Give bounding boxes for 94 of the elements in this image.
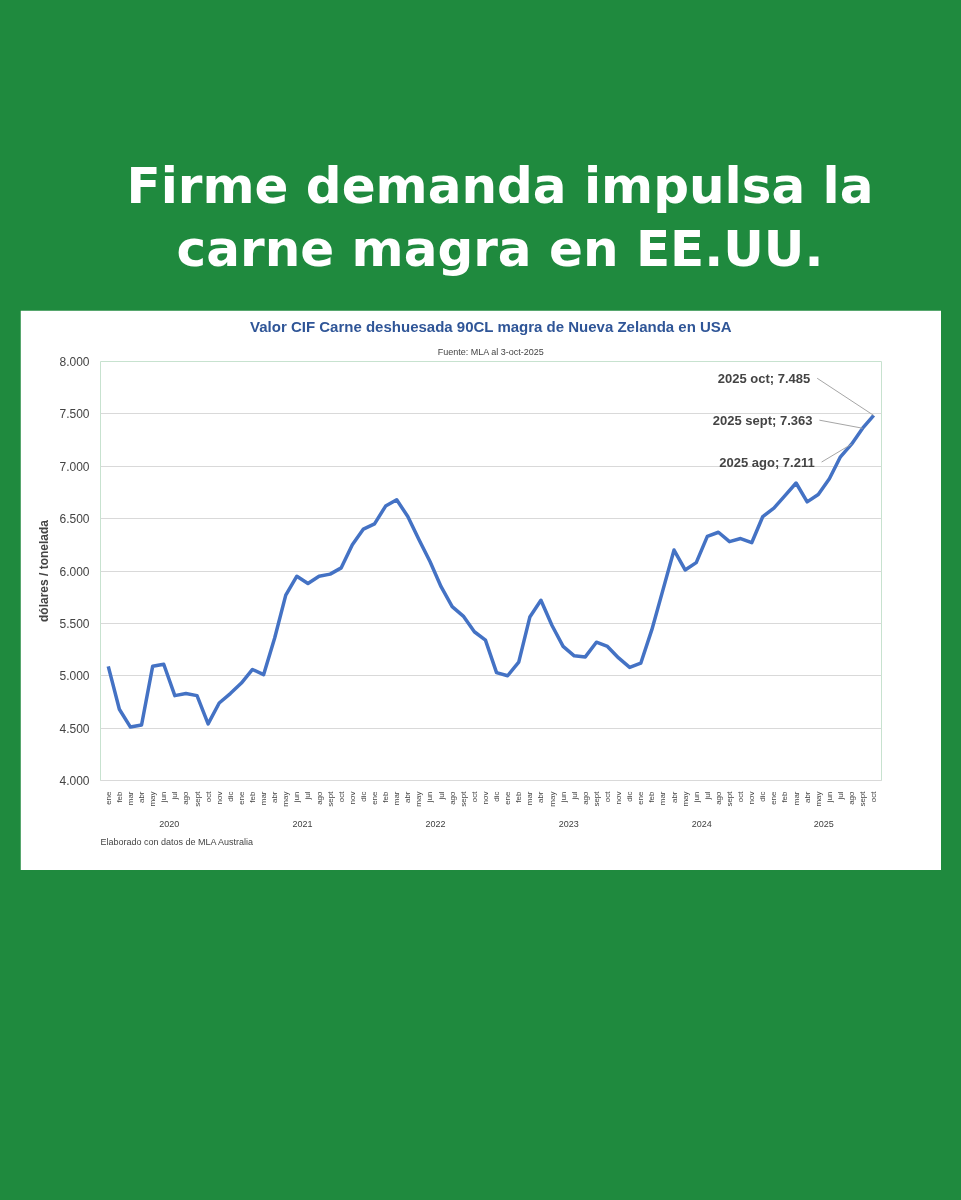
y-tick-label: 7.500 xyxy=(59,407,90,422)
x-tick-label: mar xyxy=(125,791,135,806)
x-tick-label: oct xyxy=(869,790,879,803)
x-tick-label: mar xyxy=(658,791,668,806)
x-tick-label: nov xyxy=(347,791,357,805)
x-tick-label: may xyxy=(148,791,158,807)
text: 2024 xyxy=(691,818,712,829)
data-label: 2025 sept; 7.363 xyxy=(712,412,813,428)
x-tick-label: jun xyxy=(824,791,834,804)
x-tick-label: mar xyxy=(392,791,402,806)
x-tick-label: abr xyxy=(536,791,546,804)
x-tick-label: jun xyxy=(558,791,568,804)
y-axis-title: dólares / tonelada xyxy=(37,519,52,623)
x-tick-label: feb xyxy=(647,790,657,803)
x-tick-label: sept xyxy=(591,790,601,807)
y-tick-label: 5.500 xyxy=(59,616,90,631)
x-tick-label: jul xyxy=(436,791,446,801)
x-tick-label: abr xyxy=(137,791,147,804)
x-tick-label: oct xyxy=(736,790,746,803)
y-tick-label: 4.500 xyxy=(59,721,90,736)
x-tick-label: abr xyxy=(802,791,812,804)
x-tick-label: mar xyxy=(791,791,801,806)
x-tick-label: may xyxy=(547,791,557,807)
source-note: Fuente: MLA al 3-oct-2025 xyxy=(437,346,544,357)
chart-title: Firme demanda impulsa la carne magra en EE.UU. xyxy=(125,156,875,280)
x-tick-label: ene xyxy=(636,790,646,805)
x-tick-label: feb xyxy=(381,790,391,803)
text: 2021 xyxy=(292,818,313,829)
x-tick-label: dic xyxy=(758,791,768,802)
x-tick-label: nov xyxy=(614,791,624,805)
x-tick-label: jul xyxy=(569,791,579,801)
x-tick-label: abr xyxy=(669,791,679,804)
x-tick-label: ene xyxy=(769,790,779,805)
x-tick-label: ago xyxy=(713,790,723,805)
line-series xyxy=(106,413,876,729)
x-tick-label: nov xyxy=(480,791,490,805)
y-tick-label: 5.000 xyxy=(59,669,90,684)
x-tick-label: ago xyxy=(847,790,857,805)
x-tick-label: sept xyxy=(458,790,468,807)
x-tick-label: sept xyxy=(325,790,335,807)
x-tick-label: jun xyxy=(292,791,302,804)
x-tick-label: dic xyxy=(225,791,235,802)
text: 2020 xyxy=(159,818,180,829)
y-tick-label: 6.000 xyxy=(59,564,90,579)
x-tick-label: ago xyxy=(447,790,457,805)
x-tick-label: jun xyxy=(159,791,169,804)
x-tick-label: oct xyxy=(336,790,346,803)
x-tick-label: dic xyxy=(358,791,368,802)
x-tick-label: may xyxy=(680,791,690,807)
x-tick-label: ago xyxy=(314,790,324,805)
x-tick-label: oct xyxy=(469,790,479,803)
x-tick-label: ene xyxy=(503,790,513,805)
y-tick-label: 6.500 xyxy=(59,512,90,527)
x-tick-label: may xyxy=(281,791,291,807)
x-tick-label: dic xyxy=(625,791,635,802)
x-tick-label: jul xyxy=(702,791,712,801)
x-tick-label: feb xyxy=(514,790,524,803)
x-tick-label: jun xyxy=(691,791,701,804)
text: 2022 xyxy=(425,818,446,829)
x-tick-label: nov xyxy=(214,791,224,805)
x-tick-label: abr xyxy=(270,791,280,804)
x-tick-label: ene xyxy=(103,790,113,805)
x-tick-label: ago xyxy=(580,790,590,805)
text: 2023 xyxy=(558,818,579,829)
x-tick-label: mar xyxy=(525,791,535,806)
x-tick-label: jul xyxy=(170,791,180,801)
x-tick-label: nov xyxy=(747,791,757,805)
x-tick-label: ene xyxy=(370,790,380,805)
x-tick-label: oct xyxy=(203,790,213,803)
x-tick-label: sept xyxy=(725,790,735,807)
x-tick-label: feb xyxy=(780,790,790,803)
y-tick-label: 8.000 xyxy=(59,355,90,369)
x-tick-label: abr xyxy=(403,791,413,804)
x-tick-label: feb xyxy=(114,790,124,803)
x-tick-label: sept xyxy=(192,790,202,807)
x-tick-label: may xyxy=(813,791,823,807)
y-tick-label: 4.000 xyxy=(59,774,90,788)
x-tick-label: jul xyxy=(835,791,845,801)
x-tick-label: may xyxy=(414,791,424,807)
x-tick-label: jun xyxy=(425,791,435,804)
x-tick-label: ene xyxy=(236,790,246,805)
data-label: 2025 oct; 7.485 xyxy=(717,370,811,386)
y-tick-label: 7.000 xyxy=(59,459,90,474)
chart-subtitle: Valor CIF Carne deshuesada 90CL magra de Nueva Zelanda en USA xyxy=(250,317,732,335)
data-label: 2025 ago; 7.211 xyxy=(719,454,815,470)
text: Elaborado con datos de MLA Australia xyxy=(100,836,254,847)
x-tick-label: dic xyxy=(492,791,502,802)
x-tick-label: sept xyxy=(858,790,868,807)
text: 2025 xyxy=(813,818,834,829)
x-tick-label: mar xyxy=(259,791,269,806)
x-tick-label: feb xyxy=(247,790,257,803)
x-tick-label: oct xyxy=(602,790,612,803)
x-tick-label: jul xyxy=(303,791,313,801)
x-tick-label: ago xyxy=(181,790,191,805)
